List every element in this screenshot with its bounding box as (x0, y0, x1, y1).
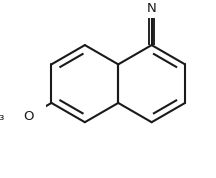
Text: CH₃: CH₃ (0, 110, 5, 123)
Text: O: O (23, 110, 33, 123)
Text: N: N (147, 2, 157, 15)
